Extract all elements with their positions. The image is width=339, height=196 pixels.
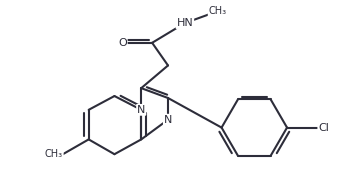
- Text: CH₃: CH₃: [208, 6, 227, 16]
- Text: Cl: Cl: [318, 122, 329, 132]
- Text: HN: HN: [177, 18, 193, 28]
- Text: N: N: [137, 105, 145, 115]
- Text: CH₃: CH₃: [45, 149, 63, 159]
- Text: O: O: [118, 38, 127, 48]
- Text: N: N: [164, 115, 172, 125]
